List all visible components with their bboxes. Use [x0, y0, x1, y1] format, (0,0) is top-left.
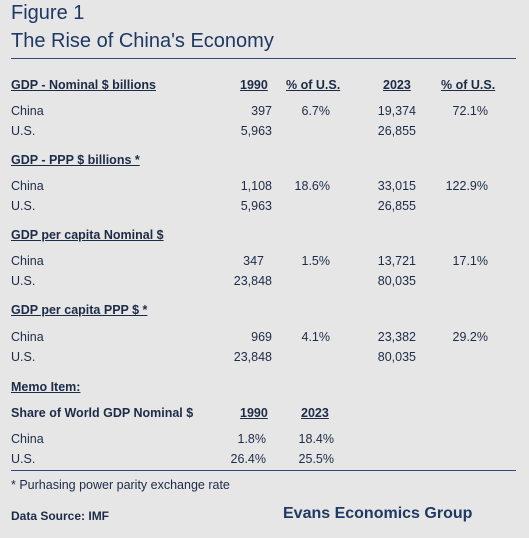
value-1990: 347: [243, 254, 264, 268]
value-1990: 5,963: [240, 124, 272, 138]
row-label: U.S.: [11, 350, 36, 364]
memo-col-header-1990: 1990: [240, 406, 268, 420]
pct-2023: 17.1%: [452, 254, 488, 268]
title-divider: [11, 58, 516, 59]
memo-value-1990: 1.8%: [237, 432, 267, 446]
memo-col-header-2023: 2023: [301, 406, 329, 420]
figure-label: Figure 1: [11, 2, 85, 24]
col-header-2023: 2023: [383, 78, 411, 92]
pct-2023: 72.1%: [452, 104, 488, 118]
page-title: The Rise of China's Economy: [11, 30, 274, 52]
brand-name: Evans Economics Group: [283, 505, 473, 522]
value-1990: 23,848: [233, 350, 272, 364]
memo-value-2023: 18.4%: [298, 432, 334, 446]
col-header-1990: 1990: [240, 78, 268, 92]
row-label: China: [11, 432, 44, 446]
row-label: U.S.: [11, 452, 36, 466]
value-1990: 23,848: [233, 274, 272, 288]
data-source: Data Source: IMF: [11, 509, 110, 523]
value-2023: 26,855: [377, 124, 416, 138]
col-header-pct-2023: % of U.S.: [441, 78, 496, 92]
row-label: U.S.: [11, 124, 36, 138]
value-2023: 80,035: [377, 350, 416, 364]
col-header-pct-1990: % of U.S.: [286, 78, 341, 92]
pct-1990: 4.1%: [301, 330, 331, 344]
section-heading-gdp-per-capita-nominal: GDP per capita Nominal $: [11, 228, 164, 242]
memo-value-1990: 26.4%: [230, 452, 266, 466]
value-1990: 5,963: [240, 199, 272, 213]
row-label: China: [11, 104, 44, 118]
value-2023: 19,374: [377, 104, 416, 118]
row-label: U.S.: [11, 199, 36, 213]
value-2023: 80,035: [377, 274, 416, 288]
value-2023: 13,721: [377, 254, 416, 268]
section-heading-gdp-ppp: GDP - PPP $ billions *: [11, 153, 140, 167]
value-1990: 397: [251, 104, 272, 118]
section-heading-gdp-nominal: GDP - Nominal $ billions: [11, 78, 156, 92]
pct-1990: 6.7%: [301, 104, 331, 118]
row-label: U.S.: [11, 274, 36, 288]
value-2023: 23,382: [377, 330, 416, 344]
row-label: China: [11, 179, 44, 193]
section-heading-gdp-per-capita-ppp: GDP per capita PPP $ *: [11, 303, 148, 317]
memo-subheading: Share of World GDP Nominal $: [11, 406, 194, 420]
memo-value-2023: 25.5%: [298, 452, 334, 466]
pct-2023: 122.9%: [445, 179, 488, 193]
footer-divider: [11, 470, 516, 471]
value-1990: 969: [251, 330, 272, 344]
pct-2023: 29.2%: [452, 330, 488, 344]
pct-1990: 18.6%: [294, 179, 330, 193]
memo-heading: Memo Item:: [11, 380, 81, 394]
row-label: China: [11, 254, 44, 268]
footnote: * Purhasing power parity exchange rate: [11, 478, 230, 492]
value-2023: 26,855: [377, 199, 416, 213]
value-2023: 33,015: [377, 179, 416, 193]
value-1990: 1,108: [240, 179, 272, 193]
row-label: China: [11, 330, 44, 344]
pct-1990: 1.5%: [301, 254, 331, 268]
